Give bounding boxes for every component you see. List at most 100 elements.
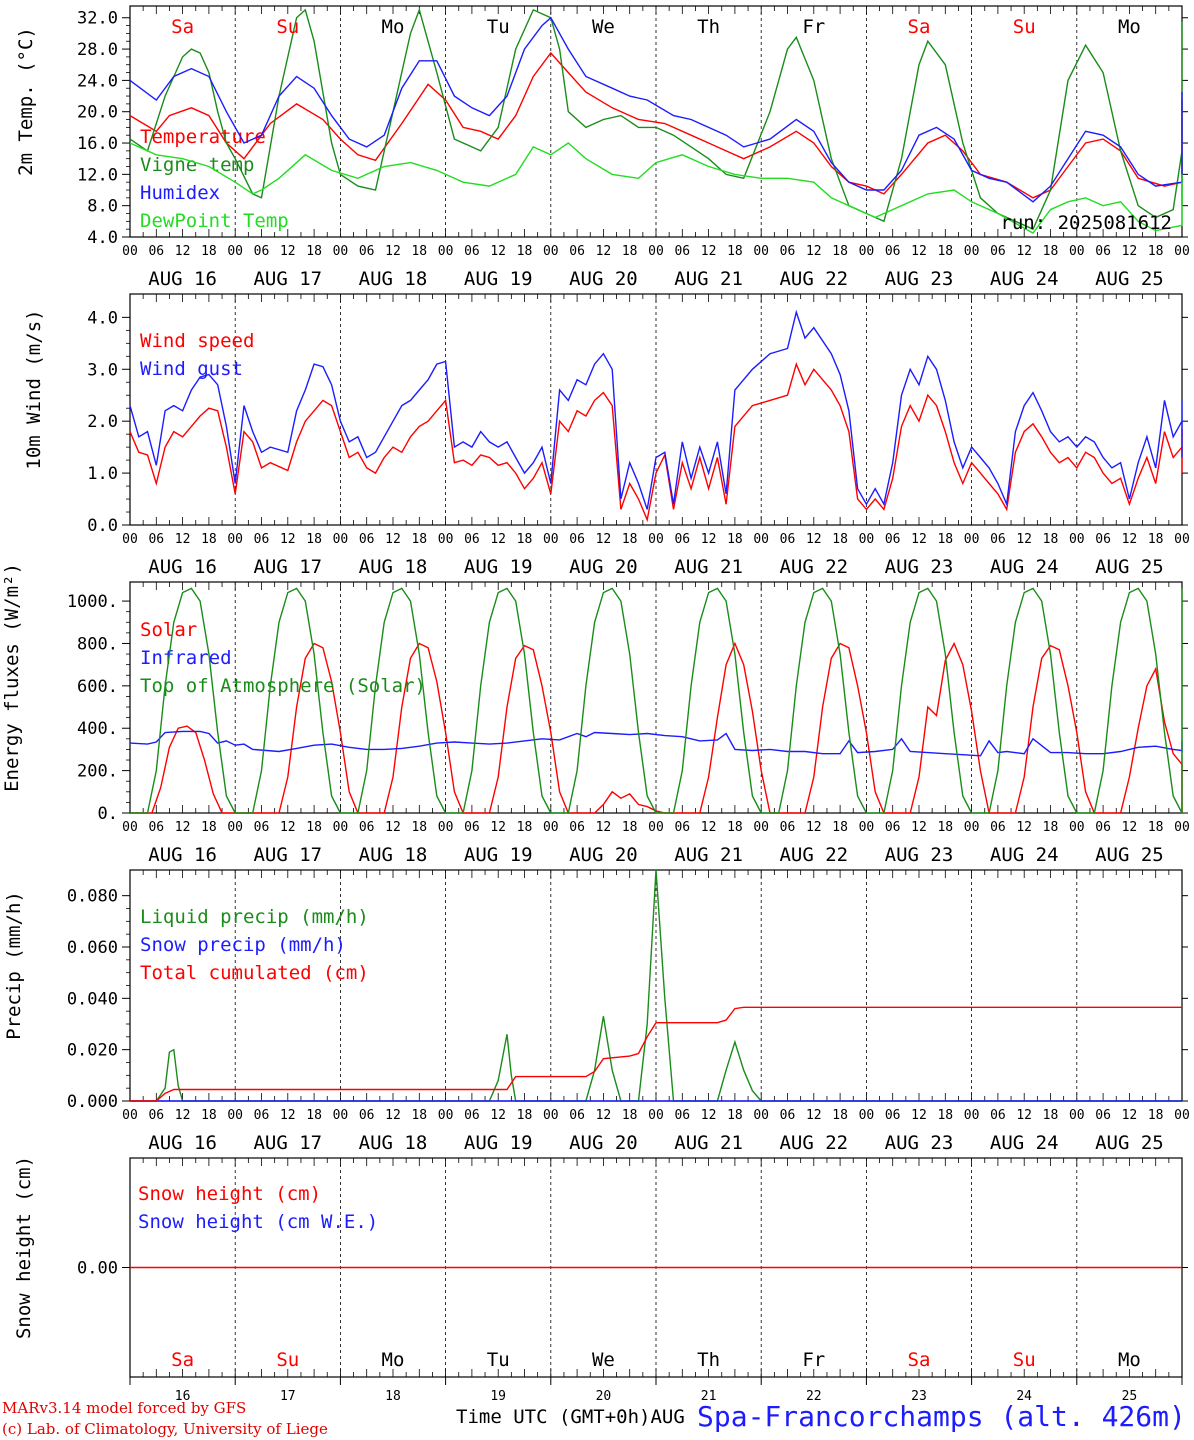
hour-label: 00 <box>753 532 769 547</box>
date-label: AUG 19 <box>464 844 533 866</box>
hour-label: 12 <box>701 1108 717 1123</box>
hour-label: 00 <box>543 532 559 547</box>
y-tick-label: 0.080 <box>67 887 118 907</box>
hour-label: 12 <box>911 532 927 547</box>
hour-label: 18 <box>1043 820 1059 835</box>
series-line-liquid-precip-mm-h- <box>130 869 1182 1102</box>
hour-label: 18 <box>622 820 638 835</box>
hour-label: 12 <box>490 244 506 259</box>
hour-label: 12 <box>596 244 612 259</box>
y-axis-label: 10m Wind (m/s) <box>23 309 45 469</box>
hour-label: 00 <box>753 244 769 259</box>
hour-label: 00 <box>227 820 243 835</box>
day-name: Su <box>276 16 299 38</box>
date-label: AUG 24 <box>990 1132 1059 1154</box>
hour-label: 12 <box>701 820 717 835</box>
hour-label: 12 <box>1122 820 1138 835</box>
day-number: 20 <box>596 1389 612 1404</box>
hour-label: 06 <box>674 532 690 547</box>
date-label: AUG 21 <box>674 1132 743 1154</box>
hour-label: 00 <box>122 532 138 547</box>
y-tick-label: 400. <box>77 719 118 739</box>
hour-label: 12 <box>911 820 927 835</box>
hour-label: 00 <box>438 244 454 259</box>
date-label: AUG 18 <box>359 556 428 578</box>
date-label: AUG 24 <box>990 556 1059 578</box>
hour-label: 00 <box>753 820 769 835</box>
hour-label: 18 <box>937 244 953 259</box>
hour-label: 12 <box>1016 820 1032 835</box>
hour-label: 00 <box>122 820 138 835</box>
y-tick-label: 4.0 <box>87 228 118 248</box>
hour-label: 18 <box>201 532 217 547</box>
day-name: We <box>592 1349 615 1371</box>
hour-label: 18 <box>201 1108 217 1123</box>
hour-label: 06 <box>148 820 164 835</box>
hour-label: 06 <box>990 1108 1006 1123</box>
date-label: AUG 20 <box>569 556 638 578</box>
y-tick-label: 20.0 <box>77 103 118 123</box>
hour-label: 18 <box>937 532 953 547</box>
legend-entry: Top of Atmosphere (Solar) <box>140 675 426 697</box>
legend-entry: Vigne temp <box>140 154 254 176</box>
hour-label: 00 <box>1174 1108 1190 1123</box>
hour-label: 12 <box>175 1108 191 1123</box>
date-label: AUG 22 <box>779 556 848 578</box>
hour-label: 00 <box>964 1108 980 1123</box>
date-label: AUG 17 <box>253 1132 322 1154</box>
hour-label: 12 <box>701 244 717 259</box>
day-name: Mo <box>382 1349 405 1371</box>
hour-label: 00 <box>1174 532 1190 547</box>
hour-label: 06 <box>885 1108 901 1123</box>
hour-label: 18 <box>727 1108 743 1123</box>
hour-label: 00 <box>648 1108 664 1123</box>
y-tick-label: 0.060 <box>67 938 118 958</box>
hour-label: 18 <box>1043 1108 1059 1123</box>
hour-label: 12 <box>806 244 822 259</box>
hour-label: 12 <box>490 532 506 547</box>
day-number: 23 <box>911 1389 927 1404</box>
hour-label: 06 <box>569 1108 585 1123</box>
legend-entry: Liquid precip (mm/h) <box>140 906 369 928</box>
hour-label: 12 <box>490 1108 506 1123</box>
hour-label: 12 <box>596 1108 612 1123</box>
day-name: Mo <box>1118 1349 1141 1371</box>
date-label: AUG 25 <box>1095 1132 1164 1154</box>
hour-label: 18 <box>411 244 427 259</box>
y-tick-label: 0.000 <box>67 1092 118 1112</box>
hour-label: 18 <box>306 1108 322 1123</box>
hour-label: 00 <box>964 244 980 259</box>
hour-label: 18 <box>1148 532 1164 547</box>
hour-label: 06 <box>990 820 1006 835</box>
y-tick-label: 600. <box>77 677 118 697</box>
hour-label: 00 <box>1069 244 1085 259</box>
date-label: AUG 21 <box>674 844 743 866</box>
legend-entry: Humidex <box>140 182 220 204</box>
hour-label: 00 <box>859 1108 875 1123</box>
date-label: AUG 18 <box>359 1132 428 1154</box>
hour-label: 12 <box>1122 1108 1138 1123</box>
hour-label: 00 <box>333 820 349 835</box>
y-tick-label: 0.0 <box>87 516 118 536</box>
hour-label: 06 <box>254 244 270 259</box>
hour-label: 18 <box>622 244 638 259</box>
y-tick-label: 2.0 <box>87 412 118 432</box>
hour-label: 18 <box>727 820 743 835</box>
hour-label: 00 <box>333 244 349 259</box>
hour-label: 12 <box>175 532 191 547</box>
hour-label: 00 <box>227 244 243 259</box>
day-name: Sa <box>171 1349 194 1371</box>
date-label: AUG 22 <box>779 844 848 866</box>
hour-label: 12 <box>911 1108 927 1123</box>
day-name: Tu <box>487 16 510 38</box>
hour-label: 18 <box>411 820 427 835</box>
date-label: AUG 16 <box>148 268 217 290</box>
day-name: Th <box>697 16 720 38</box>
y-tick-label: 0. <box>98 804 118 824</box>
y-tick-label: 24.0 <box>77 71 118 91</box>
x-axis-title: Time UTC (GMT+0h)AUG <box>456 1406 685 1428</box>
hour-label: 06 <box>569 532 585 547</box>
day-name: Mo <box>382 16 405 38</box>
date-label: AUG 16 <box>148 1132 217 1154</box>
date-label: AUG 18 <box>359 844 428 866</box>
